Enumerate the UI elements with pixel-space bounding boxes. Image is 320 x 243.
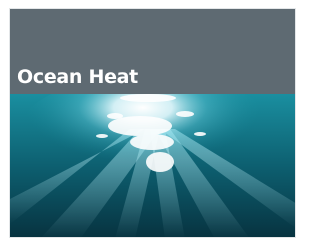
underwater-image	[10, 94, 296, 238]
card[interactable]: Ocean Heat	[9, 8, 296, 238]
card-header: Ocean Heat	[10, 9, 295, 94]
card-title[interactable]: Ocean Heat	[17, 66, 138, 88]
page: {"title": "Ocean Heat"} Ocean Heat	[0, 0, 299, 243]
